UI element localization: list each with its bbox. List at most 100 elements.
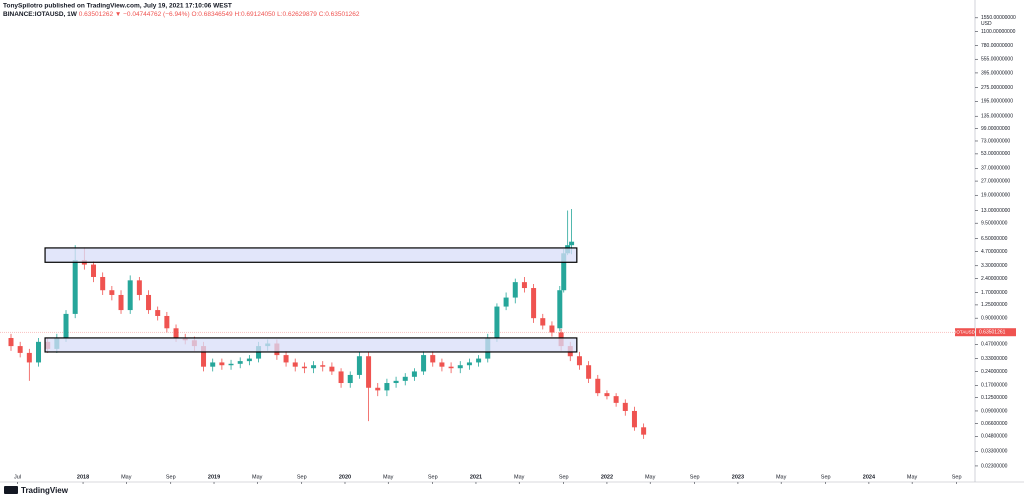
candle-body	[375, 387, 381, 391]
price-tag: IOTAUSD 0.63501261	[955, 328, 1016, 337]
x-tick-label: Jul	[14, 474, 21, 480]
zone	[44, 337, 578, 353]
candle-body	[457, 365, 463, 369]
y-tick-label: 780.00000000	[981, 43, 1013, 49]
candle-body	[201, 346, 207, 367]
y-tick-label: 0.04800000	[981, 434, 1008, 440]
candle-body	[338, 371, 344, 384]
price-tag-label: 0.63501261	[979, 330, 1006, 336]
candle-body	[540, 318, 546, 326]
candle-body	[17, 346, 23, 353]
candle-body	[561, 253, 567, 291]
candle-body	[127, 280, 133, 311]
y-tick-label: 2.40000000	[981, 276, 1008, 282]
x-tick-label: May	[907, 474, 918, 480]
candle-body	[512, 282, 518, 298]
candle-body	[210, 362, 216, 367]
x-tick-label: Sep	[952, 474, 962, 480]
candle-body	[631, 410, 637, 428]
y-tick-label: 0.09000000	[981, 408, 1008, 414]
candle-body	[155, 310, 161, 316]
y-tick-label: 3.30000000	[981, 263, 1008, 269]
change: ▼ −0.04744762 (−6.94%)	[115, 11, 190, 18]
candle-body	[320, 365, 326, 367]
candle-body	[173, 328, 179, 339]
x-tick-label: May	[383, 474, 394, 480]
y-tick-label: 0.47000000	[981, 342, 1008, 348]
candle-body	[384, 383, 390, 391]
symbol: BINANCE:IOTAUSD, 1W	[3, 11, 78, 18]
x-tick-label: Sep	[821, 474, 831, 480]
y-tick-label: 135.00000000	[981, 114, 1013, 120]
y-tick-label: 37.00000000	[981, 166, 1010, 172]
logo-icon	[4, 486, 18, 494]
candle-body	[118, 294, 124, 311]
y-tick-label: 27.00000000	[981, 178, 1010, 184]
candle-body	[136, 280, 142, 295]
candle-body	[557, 290, 563, 329]
candle-body	[503, 297, 509, 307]
x-tick-label: 2024	[863, 474, 876, 480]
x-tick-label: Sep	[428, 474, 438, 480]
price-tag-symbol-box	[955, 328, 975, 337]
y-tick-label: 1550.00000000	[981, 15, 1016, 21]
candle-body	[91, 264, 97, 277]
candle-body	[366, 356, 372, 388]
candle-body	[72, 260, 78, 314]
candle-body	[146, 294, 152, 311]
candle-body	[448, 366, 454, 369]
candle-body	[347, 374, 353, 384]
y-tick-label: 9.50000000	[981, 221, 1008, 227]
logo[interactable]: TradingView	[21, 486, 69, 495]
candle-body	[430, 355, 436, 363]
candle-body	[8, 338, 14, 347]
y-tick-label: 0.24000000	[981, 369, 1008, 375]
candle-body	[521, 282, 527, 289]
candle-body	[586, 365, 592, 379]
x-tick-label: 2022	[601, 474, 613, 480]
publisher-line: TonySpilotro published on TradingView.co…	[3, 3, 232, 10]
y-tick-label: 19.00000000	[981, 193, 1010, 199]
candle-body	[329, 366, 335, 372]
x-tick-label: 2019	[208, 474, 220, 480]
y-tick-label: 0.02300000	[981, 463, 1008, 469]
y-tick-label: 0.06600000	[981, 421, 1008, 427]
candle-body	[237, 361, 243, 364]
x-tick-label: May	[252, 474, 263, 480]
y-tick-label: 73.00000000	[981, 138, 1010, 144]
candle-body	[476, 358, 482, 363]
x-tick-label: May	[645, 474, 656, 480]
x-tick-label: 2023	[732, 474, 744, 480]
y-tick-label: 99.00000000	[981, 126, 1010, 132]
ohlc-close: C:0.63501262	[319, 11, 360, 18]
candle-body	[439, 362, 445, 367]
y-tick-label: 1.70000000	[981, 290, 1008, 296]
candle-body	[549, 325, 555, 333]
y-tick-label: 555.00000000	[981, 57, 1013, 63]
y-tick-label: 395.00000000	[981, 70, 1013, 76]
y-tick-label: 13.00000000	[981, 208, 1010, 214]
x-tick-label: May	[514, 474, 525, 480]
y-tick-label: 195.00000000	[981, 99, 1013, 105]
x-tick-label: May	[776, 474, 787, 480]
candle-body	[494, 306, 500, 339]
candle-body	[219, 362, 225, 366]
candle-body	[109, 290, 115, 295]
candle-body	[466, 362, 472, 366]
ohlc-open: O:0.68346549	[191, 11, 233, 18]
candle-body	[283, 355, 289, 363]
last: 0.63501262	[79, 11, 114, 18]
candle-body	[228, 363, 234, 366]
candle-body	[246, 358, 252, 362]
x-tick-label: Sep	[166, 474, 176, 480]
candle-body	[164, 315, 170, 329]
candle-body	[393, 380, 399, 384]
candle-body	[622, 402, 628, 411]
candle-body	[604, 393, 610, 397]
candle-body	[641, 427, 647, 435]
candle-body	[26, 352, 32, 363]
y-tick-label: 0.12500000	[981, 395, 1008, 401]
zone	[44, 247, 578, 263]
